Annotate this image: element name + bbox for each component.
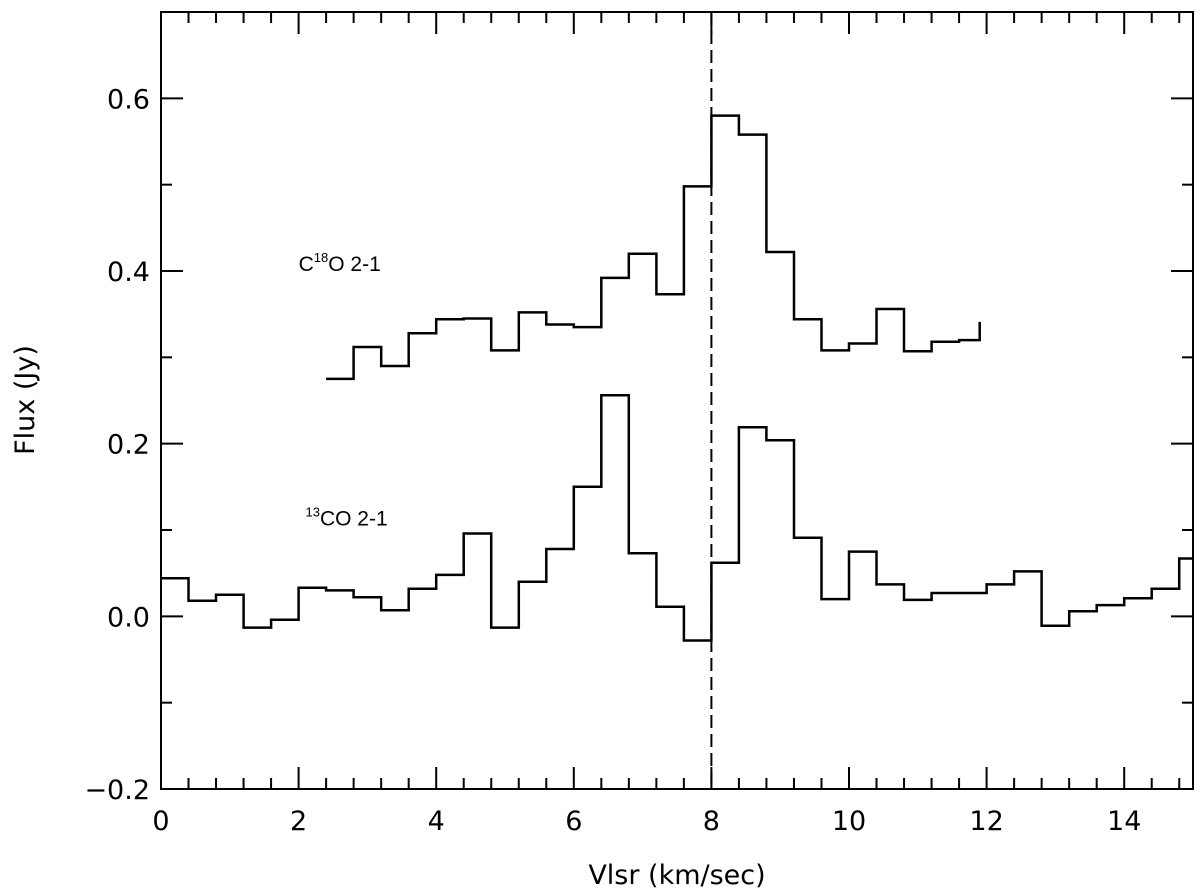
series-label-1: 13CO 2-1 — [305, 505, 387, 531]
x-tick-label: 14 — [1107, 806, 1141, 837]
x-tick-label: 12 — [969, 806, 1003, 837]
y-tick-label: 0.0 — [107, 602, 150, 633]
x-tick-label: 6 — [565, 806, 582, 837]
x-tick-label: 10 — [832, 806, 866, 837]
series-line-0 — [326, 114, 981, 381]
x-tick-label: 2 — [290, 806, 307, 837]
plot-frame — [160, 11, 1194, 790]
x-tick-label: 4 — [428, 806, 445, 837]
y-tick-label: 0.2 — [107, 430, 150, 461]
y-tick-label: 0.6 — [107, 84, 150, 115]
series-labels: C18O 2-1 13CO 2-1 — [299, 250, 388, 531]
tick-labels: 0 2 4 6 8 10 12 14 −0.2 0.0 0.2 0.4 0.6 — [84, 84, 1141, 837]
series-line-1 — [161, 394, 1193, 642]
y-tick-label: −0.2 — [84, 775, 150, 806]
y-axis-title: Flux (Jy) — [10, 345, 41, 455]
x-tick-label: 0 — [152, 806, 169, 837]
series-layer — [161, 114, 1193, 642]
axis-ticks — [160, 11, 1193, 790]
x-axis-title: Vlsr (km/sec) — [588, 860, 765, 891]
series-label-0: C18O 2-1 — [299, 250, 381, 276]
y-tick-label: 0.4 — [107, 257, 150, 288]
x-tick-label: 8 — [703, 806, 720, 837]
